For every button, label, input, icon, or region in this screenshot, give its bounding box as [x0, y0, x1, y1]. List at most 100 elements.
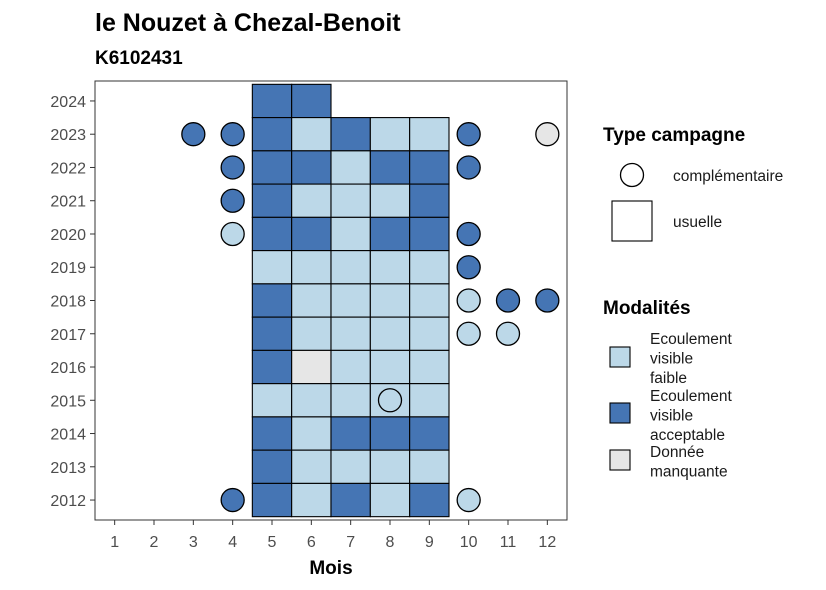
tile-2016-7 [330, 349, 371, 385]
tile-2020-7 [330, 216, 371, 252]
tile-2019-6 [291, 250, 332, 285]
tile-2020-5 [251, 216, 293, 252]
x-tick-label-7: 7 [346, 534, 355, 551]
x-tick-label-10: 10 [460, 534, 478, 551]
x-tick-label-12: 12 [538, 534, 556, 551]
tile-2017-5 [251, 316, 293, 351]
tile-2021-6 [291, 183, 332, 218]
y-tick-label-2016: 2016 [50, 360, 86, 377]
legend: Type campagne complémentaire usuelle Modali… [603, 125, 783, 481]
legend-label-complementaire: complémentaire [673, 168, 783, 185]
legend-label-acceptable-2: acceptable [650, 427, 725, 444]
tile-2023-9 [409, 117, 450, 152]
point-2017-10 [456, 321, 481, 346]
point-2020-10 [456, 221, 481, 247]
legend-label-usuelle: usuelle [673, 214, 722, 231]
y-tick-label-2024: 2024 [50, 94, 86, 111]
point-2021-4 [220, 188, 245, 213]
tile-2024-6 [291, 83, 332, 119]
tile-2023-5 [251, 117, 293, 152]
point-2012-10 [456, 487, 481, 513]
tile-2015-9 [409, 383, 450, 418]
y-tick-label-2020: 2020 [50, 227, 86, 244]
tile-2023-8 [369, 117, 411, 152]
tile-2022-5 [251, 150, 293, 185]
point-2015-8 [377, 388, 403, 413]
x-tick-label-9: 9 [425, 534, 434, 551]
y-tick-label-2023: 2023 [50, 127, 86, 144]
tile-2017-8 [369, 316, 411, 351]
x-tick-label-8: 8 [386, 534, 395, 551]
y-tick-label-2019: 2019 [50, 260, 86, 277]
point-2019-10 [456, 255, 481, 280]
legend-label-manquante-1: manquante [650, 464, 728, 481]
tile-2019-9 [409, 250, 450, 285]
tile-2014-8 [369, 416, 411, 451]
plot-area: 1 2 3 4 5 6 7 8 9 10 11 122012201320142015201620172… [50, 80, 568, 551]
tile-2021-7 [330, 183, 371, 218]
y-tick-label-2014: 2014 [50, 427, 86, 444]
tile-2016-5 [251, 349, 293, 385]
tile-2012-9 [409, 482, 450, 518]
tile-2015-7 [330, 383, 371, 418]
legend-label-manquante-0: Donnée [650, 444, 704, 461]
point-2018-10 [456, 288, 481, 313]
tile-2021-5 [251, 183, 293, 218]
tile-2014-9 [409, 416, 450, 451]
tile-2016-9 [409, 349, 450, 385]
tile-2014-6 [291, 416, 332, 451]
point-2023-4 [220, 122, 245, 147]
point-2012-4 [220, 487, 245, 513]
legend-square-usuelle [611, 200, 653, 242]
tile-2018-6 [291, 283, 332, 318]
tile-2019-7 [330, 250, 371, 285]
point-2023-3 [181, 122, 206, 147]
legend-key-manquante [609, 449, 631, 471]
y-tick-label-2021: 2021 [50, 194, 86, 211]
x-tick-label-6: 6 [307, 534, 316, 551]
tile-2023-6 [291, 117, 332, 152]
tile-2012-8 [369, 482, 411, 518]
x-axis-title: Mois [309, 558, 352, 579]
tile-2013-5 [251, 449, 293, 484]
tile-2018-8 [369, 283, 411, 318]
tile-2014-5 [251, 416, 293, 451]
tile-2021-8 [369, 183, 411, 218]
y-tick-label-2015: 2015 [50, 393, 86, 410]
tile-2013-7 [330, 449, 371, 484]
tile-2013-8 [369, 449, 411, 484]
legend-key-acceptable [609, 402, 631, 424]
tile-2013-9 [409, 449, 450, 484]
legend-label-acceptable-1: visible [650, 408, 693, 425]
tile-2017-6 [291, 316, 332, 351]
point-2020-4 [220, 221, 245, 247]
point-2018-11 [495, 288, 521, 313]
point-2017-11 [495, 321, 521, 346]
tile-2018-7 [330, 283, 371, 318]
legend-label-faible-1: visible [650, 351, 693, 368]
tile-2015-5 [251, 383, 293, 418]
tile-2023-7 [330, 117, 371, 152]
tile-2022-7 [330, 150, 371, 185]
legend-key-faible [609, 346, 631, 368]
y-tick-label-2017: 2017 [50, 327, 86, 344]
legend-mod-title: Modalités [603, 298, 691, 319]
tile-2019-5 [251, 250, 293, 285]
tile-2012-5 [251, 482, 293, 518]
chart-subtitle: K6102431 [95, 48, 183, 69]
tile-2018-9 [409, 283, 450, 318]
point-2022-10 [456, 155, 481, 180]
tile-2016-8 [369, 349, 411, 385]
tile-2022-9 [409, 150, 450, 185]
chart-title: le Nouzet à Chezal-Benoit [95, 9, 401, 37]
x-tick-label-5: 5 [268, 534, 277, 551]
tile-2021-9 [409, 183, 450, 218]
x-tick-label-3: 3 [189, 534, 198, 551]
tile-2015-6 [291, 383, 332, 418]
y-tick-label-2012: 2012 [50, 493, 86, 510]
legend-label-acceptable-0: Ecoulement [650, 388, 733, 405]
legend-label-faible-2: faible [650, 370, 687, 387]
x-tick-label-11: 11 [500, 534, 517, 551]
legend-circle-complementaire [619, 162, 645, 188]
